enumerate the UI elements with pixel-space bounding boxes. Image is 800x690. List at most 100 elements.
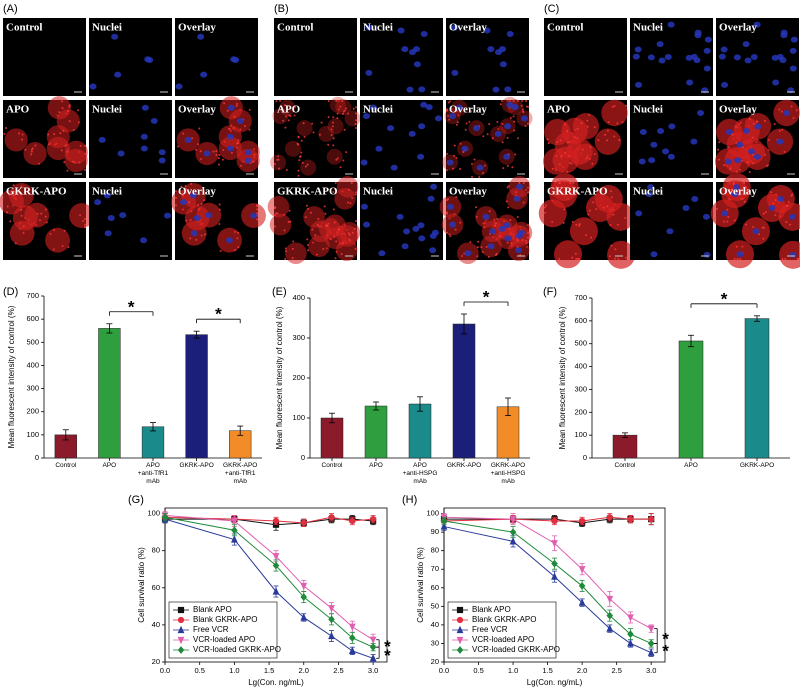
nucleus [104,230,112,237]
nucleus [448,113,456,120]
nucleus [250,212,258,219]
stain-speckle [519,253,522,256]
stain-speckle [316,224,319,227]
nucleus [704,36,712,43]
nucleus [408,130,416,137]
bar [185,334,208,459]
stain-speckle [493,218,496,221]
panel-label: (D) [3,286,18,298]
nucleus [430,183,438,190]
stain-speckle [189,237,192,240]
image-label: Control [547,22,583,34]
stain-speckle [573,136,576,139]
nucleus [667,21,675,28]
stain-speckle [614,248,617,251]
nucleus [632,53,640,60]
stain-speckle [45,221,48,224]
stain-speckle [177,145,180,148]
stain-speckle [22,231,25,234]
x-tick-label: 2.0 [577,666,587,675]
stain-speckle [575,223,578,226]
stain-speckle [478,176,481,178]
stain-speckle [84,168,86,171]
y-axis-title: Mean fluorescent intensity of control (%… [275,306,284,449]
micrograph: Overlay [175,96,260,178]
marker [627,630,634,639]
stain-speckle [483,221,486,224]
cell-stain [554,240,583,269]
micrograph: GKRK-APO [0,182,94,260]
stain-speckle [175,204,177,207]
x-tick-label-box: APO +anti-HSPG mAb [403,462,438,485]
significance-label: * [384,637,391,656]
micrograph: Overlay [175,18,258,96]
image-label: GKRK-APO [547,186,608,198]
stain-speckle [61,100,64,103]
stain-speckle [613,135,616,138]
stain-speckle [512,115,515,118]
error-bar [106,323,113,334]
x-tick-label: GKRK-APO +anti-TfR1 mAb [223,462,258,485]
x-tick-label: APO [102,462,117,469]
stain-speckle [335,240,338,243]
stain-speckle [591,162,594,165]
nucleus [506,30,514,37]
stain-speckle [781,128,784,131]
marker [440,517,448,525]
stain-speckle [753,123,756,126]
stain-speckle [327,100,330,102]
stain-speckle [38,162,41,165]
stain-speckle [298,159,301,162]
stain-speckle [274,225,276,228]
stain-speckle [335,100,338,102]
cell-stain [326,148,343,165]
stain-speckle [285,169,288,172]
x-tick-label: GKRK-APO [446,462,482,469]
nucleus [772,79,780,86]
error-bar [461,313,467,335]
nucleus [721,210,729,217]
micrograph: Nuclei [89,18,172,96]
nucleus [506,101,514,108]
stain-speckle [446,199,448,202]
stain-speckle [610,196,613,199]
nucleus [189,192,197,199]
stain-speckle [483,164,486,167]
nucleus [736,141,744,148]
nucleus [639,129,647,136]
stain-speckle [68,120,71,123]
cell-stain [335,99,352,116]
stain-speckle [84,144,86,147]
marker [369,636,377,645]
stain-speckle [351,197,354,200]
x-tick-label: APO +anti-TfR1 mAb [137,462,169,485]
stain-speckle [547,142,550,145]
micrograph: GKRK-APO [538,173,636,269]
stain-speckle [198,127,201,130]
stain-speckle [226,109,229,112]
marker [348,623,356,632]
stain-speckle [217,163,220,166]
stain-speckle [778,130,781,133]
cell-stain [69,203,94,228]
stain-speckle [60,149,63,152]
stain-speckle [9,220,12,223]
y-tick-label: 200 [26,407,39,416]
nucleus [691,195,699,202]
stain-speckle [353,227,356,230]
marker [551,540,558,548]
stain-speckle [63,229,66,232]
image-label: GKRK-APO [277,186,338,198]
y-tick-label: 400 [574,362,587,371]
stain-speckle [338,228,341,231]
cell-stain [46,125,70,149]
x-tick-label: 2.0 [299,666,309,675]
x-tick-label: 0.0 [439,666,449,675]
y-tick-label: 200 [574,407,587,416]
stain-speckle [555,154,558,157]
stain-speckle [256,218,258,221]
nucleus [164,212,172,219]
cell-stain [329,96,346,113]
stain-speckle [600,188,603,191]
stain-speckle [204,233,207,236]
